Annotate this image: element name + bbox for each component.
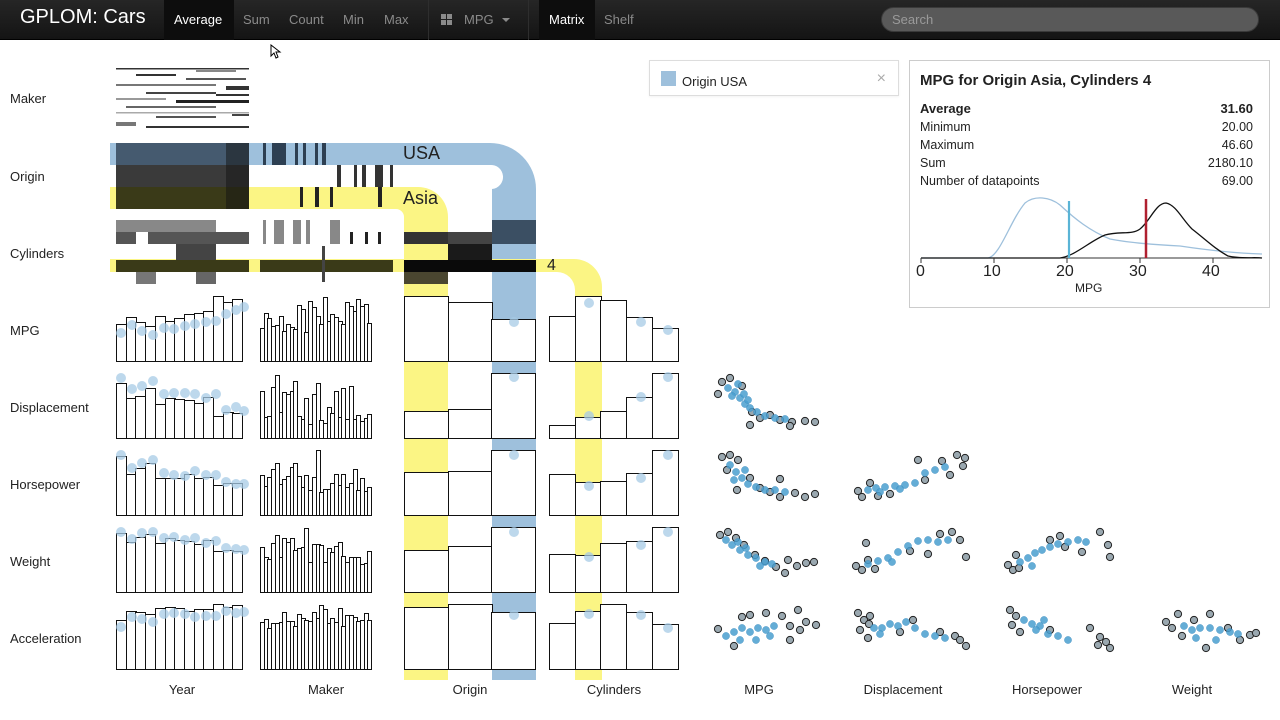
bars-weight-cylinders	[549, 527, 679, 593]
tick-30: 30	[1129, 263, 1147, 280]
heatmap-origin-year	[116, 143, 249, 209]
bars-weight-year	[116, 527, 244, 593]
col-label-origin: Origin	[452, 682, 488, 697]
tab-min[interactable]: Min	[343, 12, 364, 27]
bars-displacement-cylinders	[549, 373, 679, 439]
mouse-cursor-icon	[270, 44, 282, 59]
bars-weight-origin	[404, 527, 537, 593]
scatter-weight-acceleration	[1161, 609, 1261, 653]
tick-0: 0	[916, 263, 925, 280]
divider	[528, 0, 529, 40]
row-label-maker: Maker	[10, 91, 47, 106]
col-label-cylinders: Cylinders	[586, 682, 642, 697]
row-label-cylinders: Cylinders	[10, 246, 65, 261]
tab-shelf[interactable]: Shelf	[604, 12, 634, 27]
bars-displacement-maker	[260, 373, 373, 439]
scatter-mpg-weight	[715, 527, 819, 578]
grid-icon	[441, 14, 453, 25]
scatter-mpg-acceleration	[713, 605, 821, 651]
x-axis-label: MPG	[1075, 281, 1103, 295]
row-label-displacement: Displacement	[10, 400, 89, 415]
scatter-horsepower-acceleration	[1005, 605, 1115, 653]
bars-displacement-origin	[404, 373, 537, 439]
bars-acceleration-origin	[404, 604, 537, 670]
bars-horsepower-maker	[260, 450, 373, 516]
row-label-mpg: MPG	[10, 323, 40, 338]
active-view-bg	[539, 0, 595, 40]
heatmap-origin-maker	[263, 143, 393, 207]
stat-minimum: Minimum 20.00	[920, 120, 1253, 134]
density-chart	[920, 197, 1263, 263]
top-navbar: GPLOM: Cars Average Sum Count Min Max MP…	[0, 0, 1280, 40]
bars-acceleration-maker	[260, 604, 373, 670]
col-label-horsepower: Horsepower	[1011, 682, 1083, 697]
close-icon[interactable]: ×	[876, 70, 886, 87]
cylinders-4-label: 4	[547, 257, 556, 274]
bars-horsepower-origin	[404, 450, 537, 516]
col-label-year: Year	[168, 682, 196, 697]
active-tab-bg	[164, 0, 234, 40]
chevron-down-icon[interactable]	[502, 18, 510, 22]
detail-title: MPG for Origin Asia, Cylinders 4	[920, 72, 1152, 89]
bars-horsepower-year	[116, 450, 244, 516]
col-label-maker: Maker	[307, 682, 345, 697]
scatter-displacement-acceleration	[853, 608, 971, 651]
scatter-displacement-weight	[851, 527, 971, 575]
heatmap-cylinders-maker	[260, 220, 393, 282]
measure-dropdown[interactable]: MPG	[464, 12, 494, 27]
scatter-displacement-horsepower	[853, 450, 970, 502]
search-input[interactable]	[881, 7, 1259, 32]
bars-acceleration-cylinders	[549, 604, 679, 670]
stat-count: Number of datapoints 69.00	[920, 174, 1253, 188]
bars-displacement-year	[116, 373, 244, 439]
col-label-weight: Weight	[1171, 682, 1213, 697]
scatter-mpg-horsepower	[717, 450, 820, 502]
divider	[428, 0, 429, 40]
row-label-acceleration: Acceleration	[10, 631, 82, 646]
row-label-horsepower: Horsepower	[10, 477, 81, 492]
tick-40: 40	[1202, 263, 1220, 280]
col-label-displacement: Displacement	[863, 682, 943, 697]
bars-horsepower-cylinders	[549, 450, 679, 516]
heatmap-maker-year	[116, 68, 249, 128]
tick-20: 20	[1056, 263, 1074, 280]
row-label-weight: Weight	[10, 554, 51, 569]
tab-count[interactable]: Count	[289, 12, 324, 27]
stat-maximum: Maximum 46.60	[920, 138, 1253, 152]
tick-10: 10	[983, 263, 1001, 280]
color-swatch	[661, 71, 676, 86]
tab-matrix[interactable]: Matrix	[549, 12, 585, 27]
app-title: GPLOM: Cars	[20, 6, 146, 28]
bars-mpg-year	[116, 296, 244, 362]
bars-mpg-maker	[260, 296, 373, 362]
heatmap-cylinders-year	[116, 220, 249, 284]
heatmap-cylinders-origin	[404, 220, 536, 284]
origin-asia-label: Asia	[403, 188, 439, 208]
tab-max[interactable]: Max	[384, 12, 409, 27]
scatter-mpg-displacement	[713, 373, 820, 431]
filter-chip[interactable]: Origin USA ×	[649, 60, 899, 96]
bars-weight-maker	[260, 527, 373, 593]
tab-sum[interactable]: Sum	[243, 12, 270, 27]
scatter-horsepower-weight	[1003, 527, 1115, 575]
tab-average[interactable]: Average	[174, 12, 223, 27]
detail-panel: MPG for Origin Asia, Cylinders 4 Average…	[909, 60, 1270, 308]
stat-sum: Sum 2180.10	[920, 156, 1253, 170]
stat-average: Average 31.60	[920, 101, 1253, 116]
col-label-mpg: MPG	[744, 682, 774, 697]
row-label-origin: Origin	[10, 169, 45, 184]
filter-label: Origin USA	[682, 74, 748, 89]
origin-usa-label: USA	[403, 143, 441, 163]
bars-acceleration-year	[116, 604, 244, 670]
